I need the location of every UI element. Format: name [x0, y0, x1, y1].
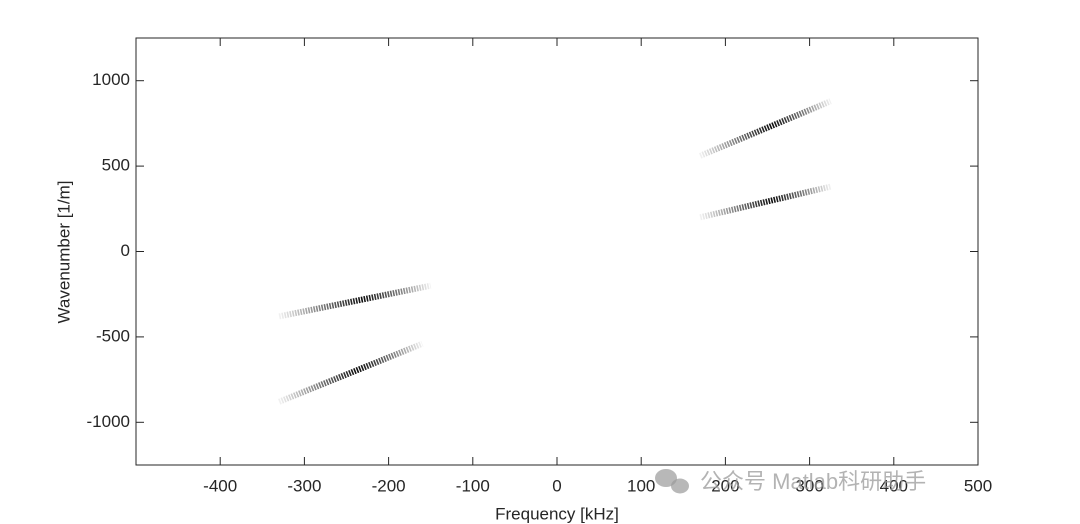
y-tick-label: -500: [96, 326, 130, 345]
watermark-icon: [671, 478, 689, 494]
y-tick-label: 500: [102, 156, 130, 175]
watermark: 公众号 Matlab科研助手: [655, 469, 926, 494]
dispersion-branch: [698, 98, 832, 159]
x-tick-label: 200: [711, 476, 739, 495]
axes-box: [135, 37, 979, 466]
y-axis-label: Wavenumber [1/m]: [54, 181, 73, 324]
dispersion-branch: [278, 282, 432, 320]
dispersion-branch: [699, 183, 832, 221]
x-tick-label: -100: [456, 476, 490, 495]
x-tick-label: -400: [203, 476, 237, 495]
y-tick-label: 1000: [92, 70, 130, 89]
x-tick-label: 0: [552, 476, 561, 495]
y-tick-label: -1000: [87, 412, 130, 431]
watermark-icon: [655, 469, 677, 487]
x-tick-label: -200: [372, 476, 406, 495]
x-tick-label: -300: [287, 476, 321, 495]
watermark-text: 公众号 Matlab科研助手: [700, 469, 926, 494]
dispersion-branch: [278, 340, 424, 405]
x-tick-label: 500: [964, 476, 992, 495]
x-tick-label: 300: [795, 476, 823, 495]
x-tick-label: 100: [627, 476, 655, 495]
x-axis-label: Frequency [kHz]: [495, 504, 619, 523]
x-tick-label: 400: [880, 476, 908, 495]
plot-area: [136, 38, 978, 465]
y-tick-label: 0: [121, 241, 130, 260]
